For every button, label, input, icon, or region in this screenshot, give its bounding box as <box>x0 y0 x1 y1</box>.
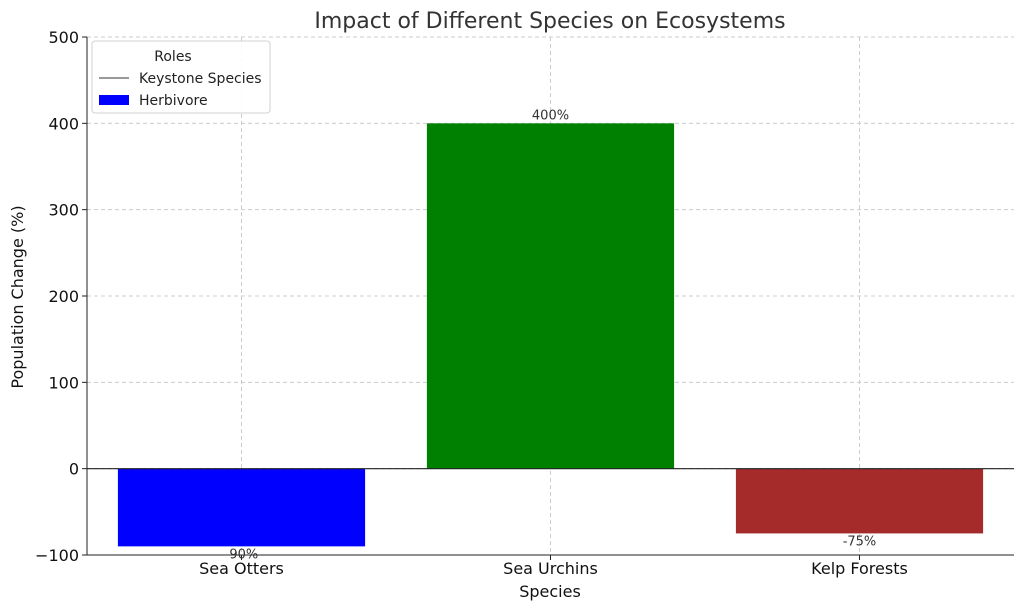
y-tick-label: 0 <box>69 460 79 479</box>
legend-entry-label: Keystone Species <box>139 71 262 87</box>
data-labels: -90% 400% -75% <box>225 108 877 562</box>
bar-value-label: -90% <box>225 547 259 562</box>
legend-title: Roles <box>154 49 191 65</box>
axes: −100 0 100 200 300 400 500 Sea Otters Sea Urchin… <box>35 28 1014 578</box>
x-tick-label: Kelp Forests <box>811 559 908 578</box>
x-axis-label: Species <box>519 582 581 601</box>
y-tick-label: 400 <box>48 114 79 133</box>
y-tick-label: 200 <box>48 287 79 306</box>
bar-value-label: -75% <box>843 534 877 549</box>
y-axis-label: Population Change (%) <box>8 205 27 388</box>
y-tick-label: −100 <box>35 546 79 565</box>
bar-sea-otters <box>117 468 366 547</box>
bar-value-label: 400% <box>532 108 569 123</box>
legend-box <box>91 40 271 114</box>
bar-sea-urchins <box>426 123 675 469</box>
chart-title: Impact of Different Species on Ecosystem… <box>314 9 785 34</box>
legend-patch-swatch <box>99 95 129 105</box>
y-tick-label: 100 <box>48 373 79 392</box>
bars <box>117 123 984 547</box>
legend: Roles Keystone Species Herbivore <box>91 40 271 114</box>
bar-kelp-forests <box>735 468 984 534</box>
x-tick-label: Sea Urchins <box>503 559 598 578</box>
y-tick-label: 300 <box>48 201 79 220</box>
y-tick-label: 500 <box>48 28 79 47</box>
legend-entry-label: Herbivore <box>139 93 208 109</box>
x-tick-label: Sea Otters <box>199 559 284 578</box>
